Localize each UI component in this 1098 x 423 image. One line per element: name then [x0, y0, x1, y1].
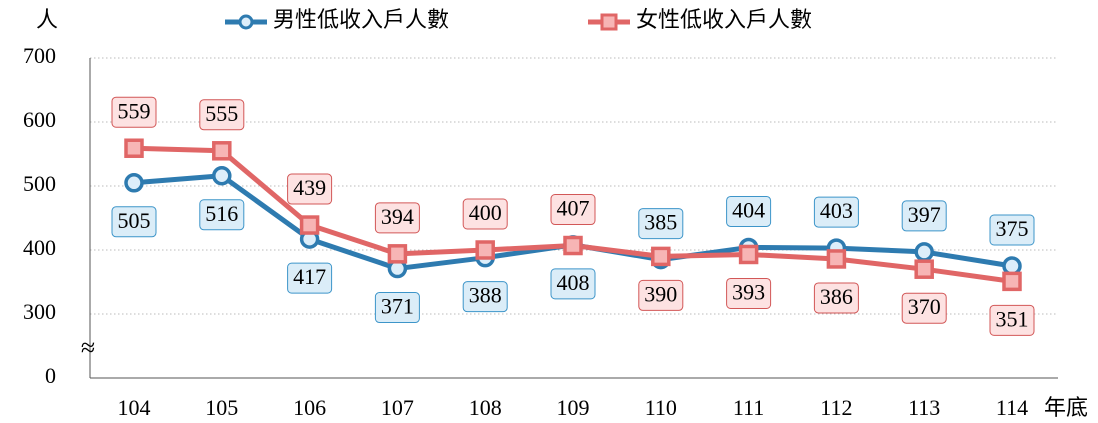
marker: [212, 166, 232, 186]
marker: [212, 141, 232, 161]
y-tick-label: 0: [45, 363, 56, 388]
data-label-box: [287, 262, 333, 294]
x-tick-label: 107: [381, 395, 414, 420]
data-label: 516: [205, 201, 238, 226]
x-tick-label: 105: [205, 395, 238, 420]
data-label-box: [462, 281, 508, 313]
data-label-box: [199, 199, 245, 231]
data-label: 400: [469, 200, 502, 225]
data-label: 404: [732, 197, 765, 222]
marker: [826, 249, 847, 269]
x-tick-label: 109: [557, 395, 590, 420]
marker: [1002, 256, 1022, 276]
x-axis-label: 年底: [1044, 395, 1088, 420]
y-tick-label: 600: [23, 107, 56, 132]
x-tick-label: 110: [645, 395, 677, 420]
data-label-box: [638, 208, 684, 240]
data-label: 375: [996, 216, 1029, 241]
data-label-box: [989, 214, 1035, 246]
x-tick-label: 104: [118, 395, 151, 420]
data-label: 390: [644, 281, 677, 306]
data-label-box: [374, 292, 420, 324]
data-label-box: [901, 292, 947, 324]
data-label: 388: [469, 283, 502, 308]
x-tick-label: 113: [908, 395, 940, 420]
data-label-box: [726, 277, 772, 309]
y-tick-label: 400: [23, 235, 56, 260]
marker: [738, 244, 759, 265]
marker: [914, 259, 934, 279]
data-label: 351: [996, 306, 1029, 331]
data-label: 417: [293, 264, 326, 289]
x-tick-label: 106: [293, 395, 326, 420]
x-tick-label: 108: [469, 395, 502, 420]
data-label: 393: [732, 280, 765, 305]
axis-break: ≈: [81, 333, 95, 362]
data-label-box: [638, 279, 684, 311]
marker: [563, 235, 583, 256]
marker: [1002, 271, 1022, 292]
data-label-box: [989, 304, 1035, 336]
data-label-box: [111, 96, 157, 128]
data-label-box: [901, 200, 947, 232]
data-label-box: [726, 195, 772, 227]
marker: [124, 173, 144, 193]
y-tick-label: 300: [23, 299, 56, 324]
x-tick-label: 112: [820, 395, 852, 420]
data-label: 370: [908, 294, 941, 319]
legend-marker: [238, 14, 254, 30]
legend-label: 女性低收入戶人數: [636, 7, 812, 32]
data-label-box: [111, 206, 157, 238]
marker: [387, 244, 408, 264]
marker: [299, 215, 320, 235]
x-tick-label: 111: [733, 395, 764, 420]
x-tick-label: 114: [996, 395, 1028, 420]
legend-label: 男性低收入戶人數: [273, 7, 449, 32]
data-label-box: [199, 99, 245, 131]
legend-marker: [600, 13, 618, 31]
data-label-box: [374, 202, 420, 234]
data-label: 397: [908, 202, 941, 227]
data-label-box: [813, 282, 859, 314]
y-tick-label: 500: [23, 171, 56, 196]
data-label: 386: [820, 284, 853, 309]
data-label: 408: [557, 270, 590, 295]
data-label-box: [462, 198, 508, 230]
data-label: 385: [644, 210, 677, 235]
marker: [475, 240, 495, 260]
data-label: 505: [118, 208, 151, 233]
data-label-box: [550, 268, 596, 300]
data-label: 403: [820, 198, 853, 223]
marker: [124, 138, 144, 158]
data-label-box: [813, 196, 859, 228]
data-label-box: [287, 173, 333, 205]
data-label: 394: [381, 204, 414, 229]
data-label: 439: [293, 175, 326, 200]
data-label: 407: [557, 196, 590, 221]
marker: [651, 246, 671, 267]
data-label: 559: [118, 98, 151, 123]
data-label: 555: [205, 101, 238, 126]
data-label: 371: [381, 294, 414, 319]
data-label-box: [550, 194, 596, 226]
y-tick-label: 700: [23, 43, 56, 68]
marker: [914, 242, 934, 262]
y-axis-label: 人: [36, 7, 58, 32]
